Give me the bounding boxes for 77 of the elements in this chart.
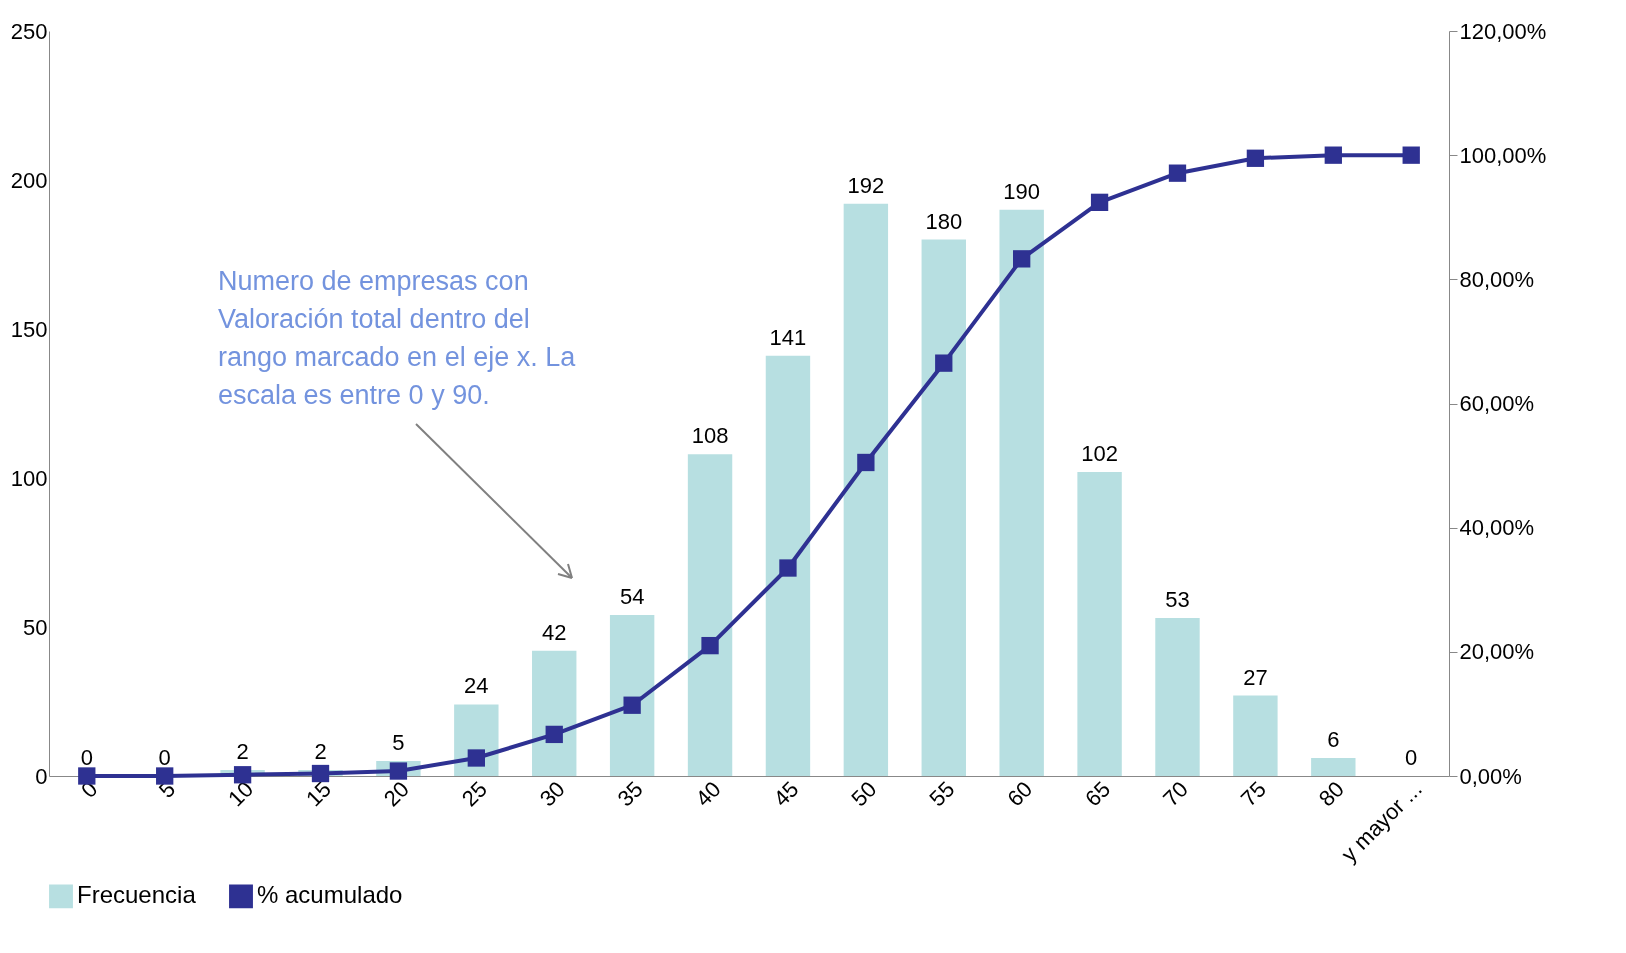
y-tick-label: 150: [10, 316, 48, 342]
point: [701, 636, 719, 655]
data-label: 180: [925, 208, 963, 234]
point: [233, 766, 252, 784]
data-label: 6: [1327, 727, 1340, 753]
data-label: 190: [1003, 178, 1041, 204]
point: [311, 764, 330, 783]
point: [935, 354, 953, 372]
y-tick-label: 250: [10, 18, 48, 44]
x-tick-label: 15: [301, 776, 337, 812]
data-label: 102: [1081, 441, 1118, 467]
data-label: 141: [769, 324, 807, 350]
y-tick-label: 200: [10, 167, 48, 193]
bar: [1077, 472, 1122, 776]
y2-tick-label: 80,00%: [1459, 266, 1535, 292]
x-tick-label: 25: [456, 776, 492, 812]
x-tick-label: 55: [924, 776, 960, 812]
point: [156, 767, 174, 785]
point: [623, 696, 641, 714]
data-label: 53: [1165, 587, 1190, 613]
data-label: 108: [691, 423, 729, 449]
data-label: 2: [314, 739, 327, 765]
x-tick-label: 50: [846, 776, 882, 812]
data-label: 0: [158, 745, 171, 770]
x-tick-label: 75: [1235, 776, 1271, 812]
x-tick-label: 35: [612, 776, 648, 812]
x-tick-label: 60: [1002, 776, 1038, 812]
data-label: 42: [541, 619, 567, 645]
point: [1168, 164, 1187, 182]
data-label: 27: [1243, 664, 1268, 690]
point: [1246, 149, 1265, 167]
bar: [687, 454, 733, 776]
x-tick-label: 45: [768, 776, 804, 812]
point: [1324, 146, 1342, 164]
x-tick-label: 65: [1080, 776, 1116, 812]
x-tick-label: 20: [378, 776, 414, 812]
legend-label: Frecuencia: [77, 881, 197, 909]
annotation: Numero de empresas con Valoración total dentro del rango marcado en el eje x. La escala es entre 0 y 90.: [218, 265, 577, 412]
point: [779, 559, 797, 577]
x-tick-label: 40: [690, 776, 726, 812]
data-label: 0: [1405, 745, 1418, 770]
data-label: 192: [847, 172, 885, 198]
point: [545, 725, 563, 744]
data-label: 54: [619, 584, 645, 610]
point: [389, 762, 408, 780]
bar: [843, 203, 889, 776]
x-tick-label: 30: [534, 776, 570, 812]
data-label: 0: [80, 745, 93, 770]
y2-tick-label: 40,00%: [1459, 515, 1535, 541]
x-tick-label: 10: [223, 776, 259, 812]
data-label: 24: [464, 673, 489, 699]
x-tick-label: 80: [1313, 776, 1349, 812]
bar: [1155, 618, 1200, 776]
y-tick-label: 50: [23, 614, 48, 640]
point: [467, 749, 485, 767]
bar: [532, 650, 577, 776]
y2-tick-label: 120,00%: [1459, 18, 1547, 44]
point: [857, 453, 875, 472]
y-tick-label: 100: [10, 465, 48, 491]
point: [1090, 193, 1109, 212]
point: [1013, 250, 1031, 268]
y2-tick-label: 60,00%: [1459, 391, 1535, 416]
bar: [999, 209, 1044, 776]
bar: [765, 355, 811, 776]
data-label: 2: [236, 739, 249, 765]
y2-tick-label: 0,00%: [1459, 763, 1522, 789]
bar: [1233, 695, 1278, 776]
y2-tick-label: 20,00%: [1459, 639, 1535, 665]
bar: [1311, 758, 1356, 776]
y2-tick-label: 100,00%: [1459, 142, 1547, 168]
legend-label: % acumulado: [257, 881, 403, 909]
point: [1402, 146, 1420, 164]
bar: [921, 239, 966, 776]
data-label: 5: [392, 730, 405, 756]
bar: [609, 615, 655, 776]
x-tick-label: 70: [1158, 776, 1194, 812]
point: [78, 767, 96, 785]
